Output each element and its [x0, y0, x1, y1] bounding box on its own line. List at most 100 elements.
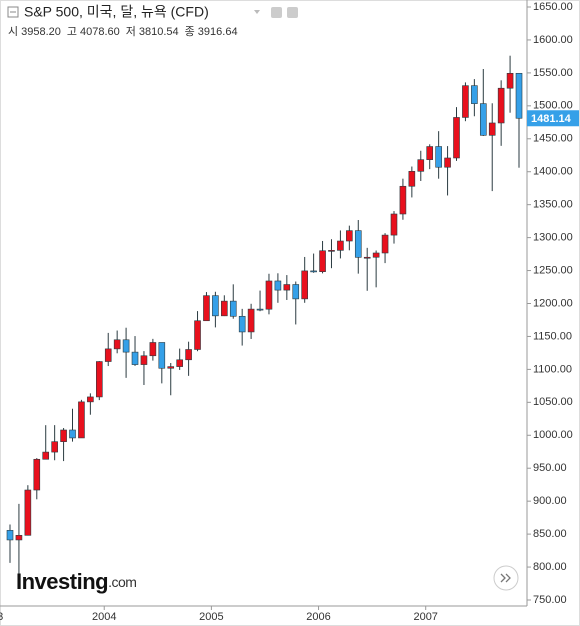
- candle-body: [319, 250, 326, 272]
- brand-name: Investing: [16, 569, 108, 594]
- candle-body: [444, 157, 451, 168]
- y-tick-label: 750.00: [533, 594, 567, 606]
- y-tick-label: 1050.00: [533, 396, 573, 408]
- x-tick-label: 2007: [413, 611, 437, 623]
- candle-body: [33, 458, 41, 491]
- candle-body: [194, 320, 201, 350]
- candle-body: [15, 535, 23, 541]
- chart-title: S&P 500, 미국, 달, 뉴욕 (CFD): [24, 4, 209, 20]
- candle-body: [176, 359, 183, 367]
- candle-body: [158, 342, 166, 369]
- close-button[interactable]: [287, 7, 298, 18]
- candle-body: [274, 280, 282, 291]
- candle-body: [328, 250, 335, 252]
- stat-label: 시: [8, 26, 18, 38]
- brand-logo: Investing.com: [16, 569, 136, 594]
- plot-area: [6, 55, 523, 575]
- candle-body: [462, 85, 469, 118]
- candle-body: [113, 339, 121, 350]
- candle-body: [399, 185, 407, 215]
- settings-button[interactable]: [271, 7, 282, 18]
- x-tick-label: 2004: [92, 611, 116, 623]
- candle-body: [346, 230, 353, 242]
- candle-body: [471, 85, 478, 104]
- candle-body: [24, 489, 32, 536]
- candle-body: [238, 315, 246, 333]
- y-tick-label: 1300.00: [533, 232, 573, 244]
- candle-body: [185, 349, 192, 361]
- candle-body: [6, 530, 14, 541]
- candle-body: [60, 429, 67, 442]
- candle-body: [122, 339, 130, 353]
- y-tick-label: 1200.00: [533, 297, 573, 309]
- candle-body: [212, 295, 219, 317]
- candle-body: [203, 295, 210, 322]
- candle-body: [247, 308, 255, 333]
- stat-value: 3958.20: [21, 26, 61, 38]
- candle-body: [265, 280, 273, 310]
- stat-value: 4078.60: [80, 26, 120, 38]
- candle-body: [140, 355, 148, 365]
- candle-body: [426, 146, 434, 160]
- candle-body: [506, 72, 514, 89]
- y-tick-label: 1650.00: [533, 1, 573, 13]
- candle-body: [292, 284, 300, 300]
- candle-body: [221, 300, 228, 317]
- candle-body: [408, 171, 416, 187]
- y-tick-label: 1150.00: [533, 330, 572, 342]
- ohlc-stats: 시 3958.20 고 4078.60 저 3810.54 종 3916.64: [8, 25, 238, 38]
- x-tick-label: 2005: [199, 611, 223, 623]
- y-tick-label: 1600.00: [533, 34, 573, 46]
- candle-body: [149, 342, 157, 357]
- stat-label: 고: [67, 26, 77, 38]
- candle-body: [256, 308, 264, 311]
- stat-value: 3810.54: [139, 26, 179, 38]
- candle-body: [435, 146, 442, 168]
- candle-body: [229, 300, 237, 317]
- brand-suffix: .com: [108, 574, 136, 590]
- candle-body: [301, 270, 308, 300]
- y-tick-label: 1350.00: [533, 199, 573, 211]
- candle-body: [488, 122, 496, 136]
- y-tick-label: 1250.00: [533, 264, 573, 276]
- candle-body: [104, 348, 112, 362]
- candle-body: [78, 401, 85, 439]
- y-tick-label: 1500.00: [533, 100, 573, 112]
- candle-body: [69, 429, 76, 439]
- y-tick-label: 1100.00: [533, 363, 572, 375]
- candle-body: [453, 117, 460, 159]
- last-price-box: [527, 110, 579, 127]
- scroll-icon: [500, 573, 511, 583]
- candle-body: [479, 103, 487, 136]
- last-price-label: 1481.14: [531, 113, 572, 125]
- y-tick-label: 850.00: [533, 528, 567, 540]
- y-tick-label: 950.00: [533, 462, 567, 474]
- dropdown-arrow[interactable]: [254, 10, 260, 14]
- candle-body: [42, 451, 50, 460]
- x-tick-label: 03: [0, 611, 3, 623]
- candle-body: [497, 87, 505, 124]
- candle-body: [363, 256, 371, 259]
- candle-body: [337, 240, 344, 251]
- candle-body: [354, 230, 362, 258]
- candle-body: [515, 72, 523, 119]
- stat-label: 저: [126, 25, 136, 38]
- x-tick-label: 2006: [306, 611, 330, 623]
- y-tick-label: 1550.00: [533, 67, 573, 79]
- candle-body: [51, 441, 58, 453]
- y-tick-label: 1000.00: [533, 429, 573, 441]
- y-tick-label: 1450.00: [533, 133, 573, 145]
- candle-body: [167, 366, 175, 369]
- scroll-to-end-button[interactable]: [493, 565, 519, 591]
- y-tick-label: 800.00: [533, 561, 567, 573]
- candle-body: [96, 361, 103, 398]
- y-tick-label: 1400.00: [533, 166, 573, 178]
- y-tick-label: 900.00: [533, 495, 567, 507]
- collapse-icon[interactable]: [7, 6, 19, 18]
- candle-body: [283, 284, 291, 291]
- candle-body: [417, 159, 425, 172]
- candle-body: [390, 213, 398, 236]
